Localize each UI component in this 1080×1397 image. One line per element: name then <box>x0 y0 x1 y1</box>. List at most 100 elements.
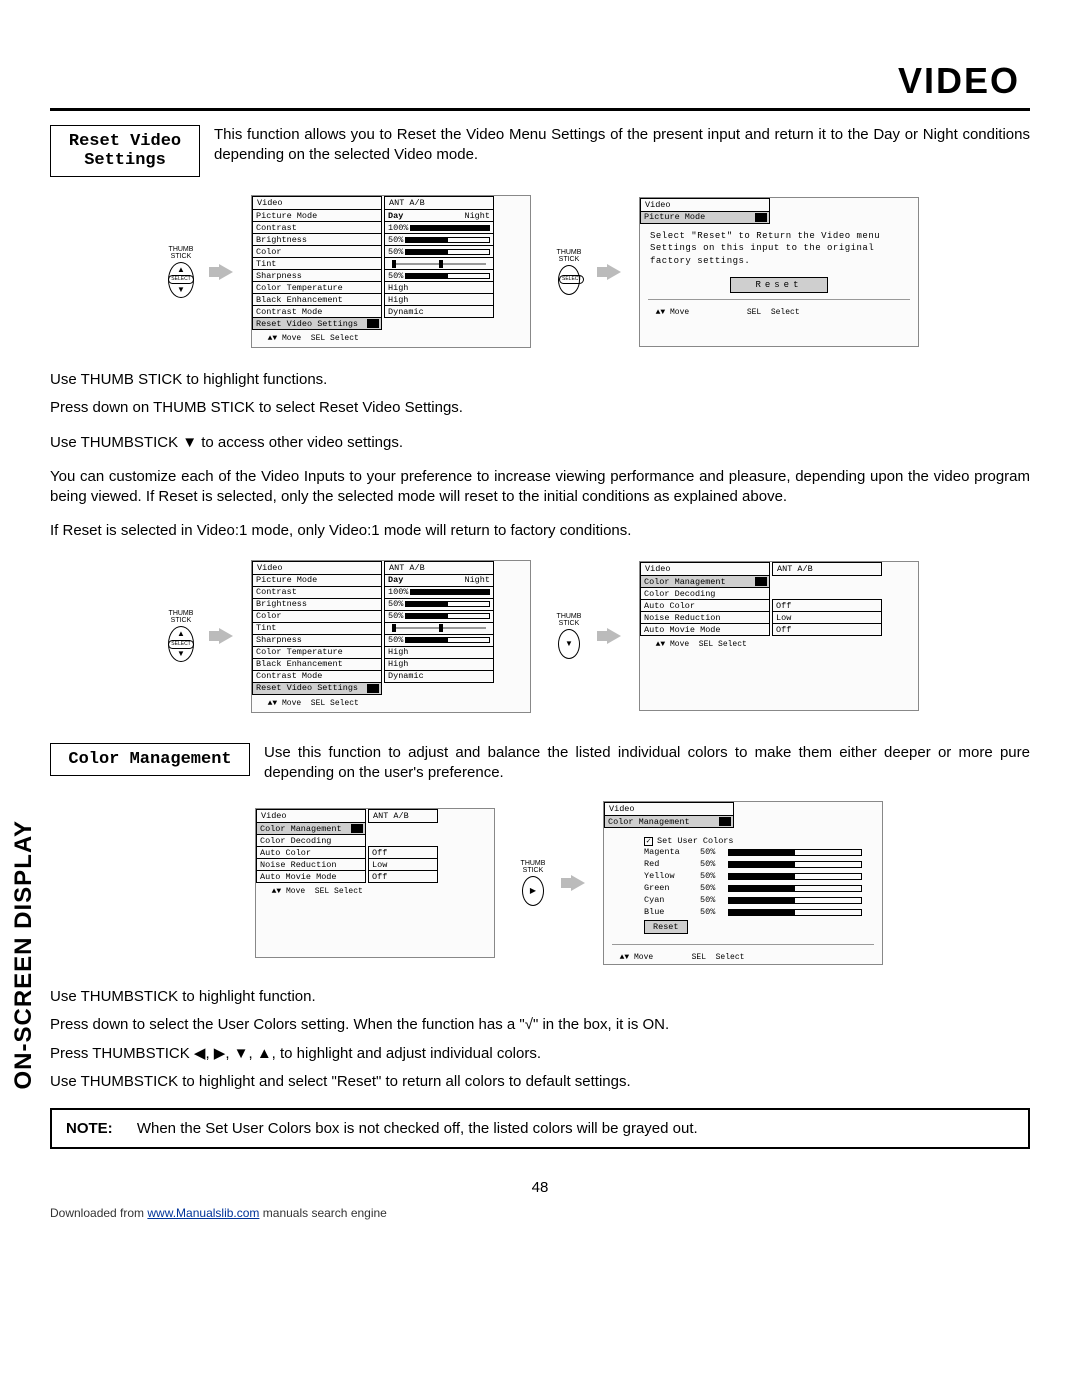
manualslib-link[interactable]: www.Manualslib.com <box>147 1206 259 1220</box>
checkbox-icon[interactable]: ✓ <box>644 837 653 846</box>
thumbstick-oval: ▶ <box>522 876 544 906</box>
arrow-1a <box>219 264 233 280</box>
osd-title: Video <box>640 562 770 576</box>
uc-reset-button[interactable]: Reset <box>644 920 688 934</box>
s2-body1: Use THUMBSTICK to highlight function. <box>50 987 1030 1007</box>
note-box: NOTE: When the Set User Colors box is no… <box>50 1108 1030 1149</box>
thumbstick-label: THUMB STICK <box>557 613 582 627</box>
osd-title: Video <box>604 802 734 816</box>
thumbstick-control-2: THUMB STICK SELECT <box>549 249 589 295</box>
s2-body4: Use THUMBSTICK to highlight and select "… <box>50 1072 1030 1092</box>
s1-body1: Use THUMB STICK to highlight functions. <box>50 370 1030 390</box>
osd-label: Reset Video Settings <box>252 317 382 330</box>
section1-heading-row: Reset Video Settings This function allow… <box>50 125 1030 177</box>
s1-body2: Press down on THUMB STICK to select Rese… <box>50 398 1030 418</box>
color-row: Red 50% <box>644 858 862 870</box>
osd-video-panel: Video ANT A/B Picture ModeDayNightContra… <box>251 195 531 348</box>
color-bar[interactable] <box>728 849 862 856</box>
color-name: Blue <box>644 907 694 917</box>
thumbstick-control-3: THUMB STICK ▼ <box>549 613 589 659</box>
osd-source: ANT A/B <box>368 809 438 823</box>
osd-title: Video <box>640 198 770 212</box>
osd-footer: ▲▼ Move SEL Select <box>640 638 918 651</box>
color-bar[interactable] <box>728 897 862 904</box>
thumbstick-label: THUMB STICK <box>169 246 194 260</box>
section2-heading-row: Color Management Use this function to ad… <box>50 743 1030 784</box>
osd-footer: ▲▼ Move SEL Select <box>256 885 494 898</box>
dl-suffix: manuals search engine <box>259 1206 386 1220</box>
thumbstick-oval: ▲SELECT▼ <box>168 626 194 662</box>
dl-prefix: Downloaded from <box>50 1206 147 1220</box>
reset-button[interactable]: Reset <box>730 277 827 293</box>
osd-footer: ▲▼ Move SEL Select <box>604 951 882 964</box>
color-row: Cyan 50% <box>644 894 862 906</box>
section1-intro: This function allows you to Reset the Vi… <box>214 125 1030 166</box>
osd-label: Reset Video Settings <box>252 682 382 695</box>
thumbstick-label: THUMB STICK <box>169 610 194 624</box>
thumbstick-oval: SELECT <box>558 265 580 295</box>
download-line: Downloaded from www.Manualslib.com manua… <box>50 1206 1030 1220</box>
thumbstick-control: THUMB STICK ▲SELECT▼ <box>161 246 201 298</box>
s1-body3: Use THUMBSTICK ▼ to access other video s… <box>50 433 1030 453</box>
select-pill: SELECT <box>168 640 193 649</box>
osd-title: Video <box>256 809 366 823</box>
color-bar[interactable] <box>728 861 862 868</box>
osd-footer: ▲▼ Move SEL Select <box>640 306 918 319</box>
title-rule <box>50 108 1030 111</box>
color-pct: 50% <box>700 907 722 917</box>
thumbstick-control: THUMB STICK ▲SELECT▼ <box>161 610 201 662</box>
reset-video-heading: Reset Video Settings <box>50 125 200 177</box>
osd-value: Off <box>368 870 438 883</box>
arrow-2b <box>607 628 621 644</box>
osd-sub: Picture Mode <box>640 211 770 224</box>
color-bar[interactable] <box>728 885 862 892</box>
osd-footer: ▲▼ Move SEL Select <box>252 697 530 710</box>
figure-row-2: THUMB STICK ▲SELECT▼ Video ANT A/B Pictu… <box>50 560 1030 713</box>
color-pct: 50% <box>700 895 722 905</box>
color-name: Red <box>644 859 694 869</box>
section2-intro: Use this function to adjust and balance … <box>264 743 1030 784</box>
s1-body5: If Reset is selected in Video:1 mode, on… <box>50 521 1030 541</box>
osd-color-mgmt-panel: Video ANT A/B Color ManagementColor Deco… <box>639 561 919 711</box>
osd-reset-panel: Video Picture Mode Select "Reset" to Ret… <box>639 197 919 347</box>
thumbstick-label: THUMB STICK <box>557 249 582 263</box>
color-name: Magenta <box>644 847 694 857</box>
figure-row-1: THUMB STICK ▲SELECT▼ Video ANT A/B Pictu… <box>50 195 1030 348</box>
page-number: 48 <box>50 1179 1030 1196</box>
s2-body2: Press down to select the User Colors set… <box>50 1015 1030 1035</box>
color-pct: 50% <box>700 859 722 869</box>
s1-body4: You can customize each of the Video Inpu… <box>50 467 1030 508</box>
arrow-1b <box>607 264 621 280</box>
osd-title: Video <box>252 561 382 575</box>
osd-value: Off <box>772 623 882 636</box>
figure-row-3: Video ANT A/B Color ManagementColor Deco… <box>50 801 1030 965</box>
color-pct: 50% <box>700 883 722 893</box>
osd-label: Color Management <box>640 575 770 588</box>
reset-body: Select "Reset" to Return the Video menu … <box>640 224 918 274</box>
osd-label: Color Management <box>256 822 366 835</box>
osd-video-panel-2: Video ANT A/B Picture ModeDayNightContra… <box>251 560 531 713</box>
note-text: When the Set User Colors box is not chec… <box>137 1120 698 1137</box>
s2-body3: Press THUMBSTICK ◀, ▶, ▼, ▲, to highligh… <box>50 1044 1030 1064</box>
color-row: Magenta 50% <box>644 846 862 858</box>
osd-value: Dynamic <box>384 305 494 318</box>
set-user-colors-row[interactable]: ✓ Set User Colors <box>644 836 862 846</box>
set-user-colors-label: Set User Colors <box>657 836 734 846</box>
osd-label: Auto Movie Mode <box>256 870 366 883</box>
osd-title: Video <box>252 196 382 210</box>
color-row: Green 50% <box>644 882 862 894</box>
sidebar-label: ON-SCREEN DISPLAY <box>10 820 38 1090</box>
osd-source: ANT A/B <box>384 561 494 575</box>
arrow-2a <box>219 628 233 644</box>
color-bar[interactable] <box>728 909 862 916</box>
color-bar[interactable] <box>728 873 862 880</box>
thumbstick-label: THUMB STICK <box>521 860 546 874</box>
thumbstick-control-4: THUMB STICK ▶ <box>513 860 553 906</box>
osd-label: Auto Movie Mode <box>640 623 770 636</box>
note-label: NOTE: <box>66 1120 113 1137</box>
select-pill: SELECT <box>559 275 584 284</box>
osd-value: Dynamic <box>384 670 494 683</box>
thumbstick-oval: ▼ <box>558 629 580 659</box>
color-pct: 50% <box>700 847 722 857</box>
thumbstick-oval: ▲SELECT▼ <box>168 262 194 298</box>
